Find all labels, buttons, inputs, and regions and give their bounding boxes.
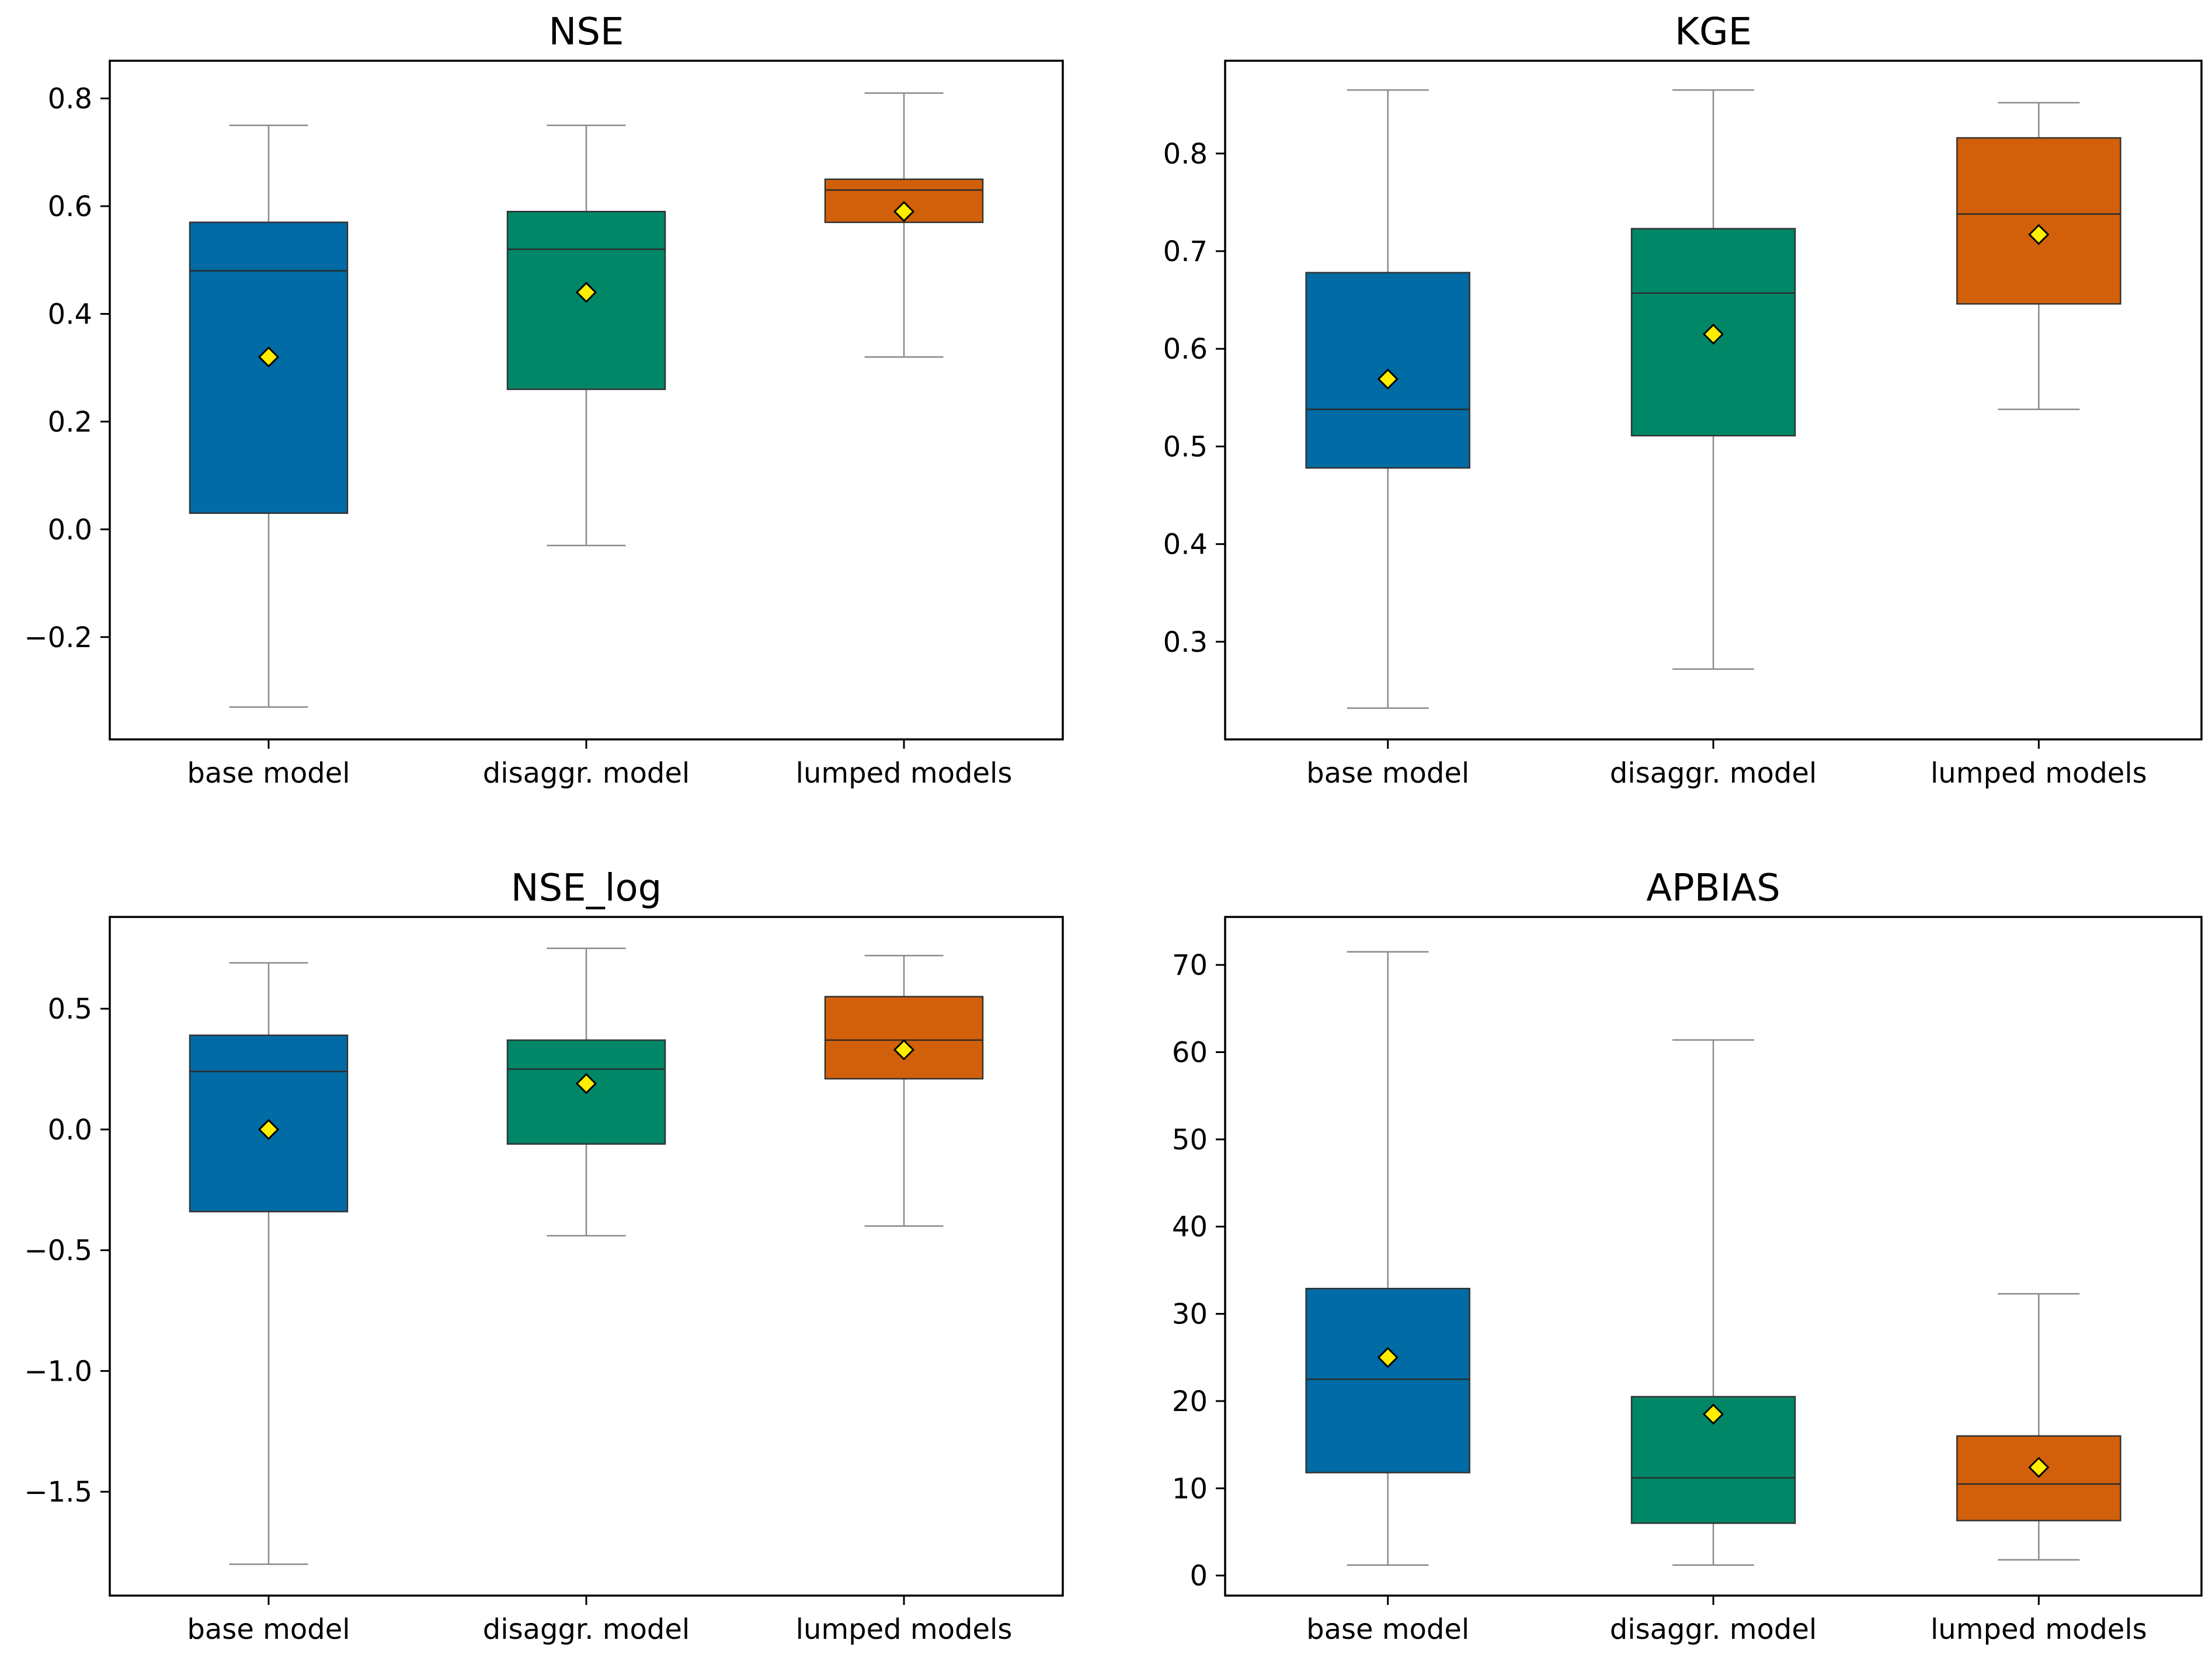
- x-tick-label: disaggr. model: [483, 757, 690, 790]
- y-tick-label: 0.8: [1163, 138, 1208, 171]
- mean-marker: [1702, 1403, 1724, 1425]
- y-tick-label: 40: [1172, 1211, 1208, 1243]
- chart-panel-1: KGE 0.3 0.4 0.5 0.6 0.7 0.8 base model disaggr. …: [1163, 11, 2203, 790]
- chart-title: NSE: [549, 11, 624, 54]
- axes-frame: [109, 60, 1064, 741]
- y-tick-label: 0.6: [48, 190, 92, 223]
- x-tick-label: disaggr. model: [483, 1613, 690, 1646]
- mean-marker: [893, 201, 915, 223]
- mean-marker: [1377, 368, 1399, 390]
- mean-marker: [893, 1039, 915, 1061]
- mean-marker: [258, 346, 280, 368]
- box-disaggr-model: [1630, 228, 1796, 437]
- mean-marker: [575, 282, 597, 303]
- x-tick-label: disaggr. model: [1610, 1613, 1817, 1646]
- y-tick-label: 30: [1172, 1298, 1208, 1331]
- y-tick-label: 0.5: [1163, 430, 1208, 463]
- box-lumped-models: [1956, 137, 2121, 305]
- y-tick-label: 20: [1172, 1385, 1208, 1418]
- chart-panel-0: NSE −0.2 0.0 0.2 0.4 0.6 0.8 base model disaggr.…: [24, 11, 1064, 790]
- mean-marker: [2028, 224, 2050, 245]
- axes-frame: [109, 916, 1064, 1597]
- y-tick-label: 0.0: [48, 1114, 92, 1146]
- chart-title: KGE: [1675, 11, 1752, 54]
- x-tick-label: lumped models: [1931, 1613, 2147, 1646]
- mean-marker: [258, 1118, 280, 1141]
- y-tick-label: −1.5: [24, 1476, 92, 1509]
- x-tick-label: base model: [1306, 757, 1469, 790]
- y-tick-label: 0.5: [48, 993, 92, 1026]
- mean-marker: [1377, 1347, 1399, 1368]
- x-tick-label: lumped models: [796, 1613, 1013, 1646]
- x-tick-label: base model: [187, 1613, 350, 1646]
- y-tick-label: 0.6: [1163, 333, 1208, 366]
- box-base-model: [1305, 1288, 1470, 1474]
- y-tick-label: 0.7: [1163, 235, 1208, 268]
- x-tick-label: base model: [187, 757, 350, 790]
- axes-frame: [1224, 60, 2203, 741]
- y-tick-label: 10: [1172, 1472, 1208, 1505]
- box-base-model: [189, 221, 349, 514]
- y-tick-label: 0.4: [48, 298, 92, 331]
- chart-title: NSE_log: [511, 867, 662, 910]
- y-tick-label: 0.4: [1163, 529, 1208, 561]
- mean-marker: [575, 1073, 597, 1094]
- y-tick-label: −0.5: [24, 1235, 92, 1267]
- chart-panel-3: APBIAS 0 10 20 30 40 50 60 70 base model disaggr. …: [1172, 867, 2203, 1646]
- x-tick-label: lumped models: [796, 757, 1013, 790]
- y-tick-label: 70: [1172, 949, 1208, 982]
- mean-marker: [2028, 1457, 2050, 1478]
- mean-marker: [1702, 324, 1724, 345]
- y-tick-label: −0.2: [24, 621, 92, 654]
- y-tick-label: 50: [1172, 1124, 1208, 1156]
- x-tick-label: lumped models: [1931, 757, 2147, 790]
- y-tick-label: 0.0: [48, 513, 92, 546]
- x-tick-label: base model: [1306, 1613, 1469, 1646]
- box-lumped-models: [1956, 1435, 2121, 1521]
- y-tick-label: 0.3: [1163, 626, 1208, 659]
- axes-frame: [1224, 916, 2203, 1597]
- y-tick-label: −1.0: [24, 1355, 92, 1388]
- y-tick-label: 0: [1190, 1560, 1208, 1593]
- box-lumped-models: [824, 996, 984, 1080]
- y-tick-label: 0.2: [48, 406, 92, 439]
- chart-panel-2: NSE_log −1.5 −1.0 −0.5 0.0 0.5 base model disag…: [24, 867, 1064, 1646]
- y-tick-label: 0.8: [48, 83, 92, 116]
- y-tick-label: 60: [1172, 1037, 1208, 1069]
- chart-title: APBIAS: [1646, 867, 1780, 910]
- x-tick-label: disaggr. model: [1610, 757, 1817, 790]
